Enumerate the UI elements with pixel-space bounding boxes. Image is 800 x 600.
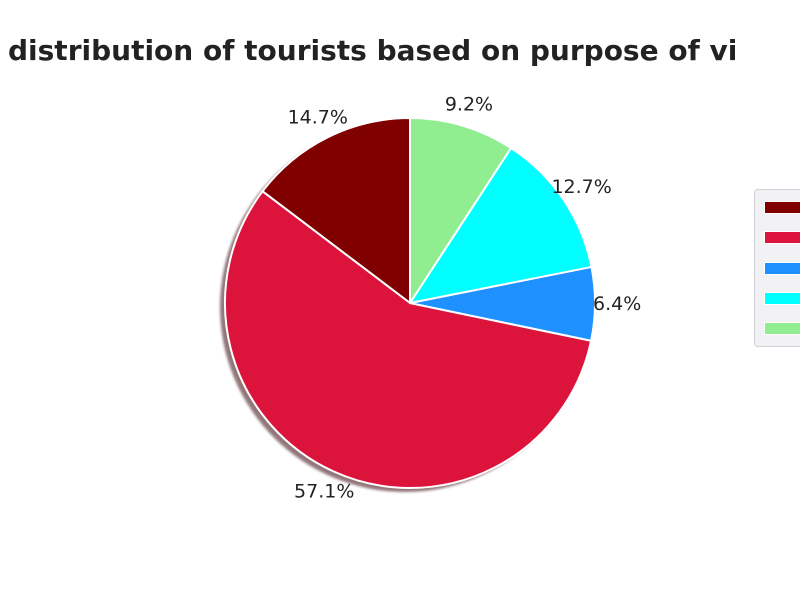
slice-percent-label: 9.2% (445, 93, 493, 115)
slice-percent-label: 12.7% (551, 176, 611, 198)
slice-percent-label: 57.1% (294, 481, 354, 503)
slice-percent-label: 14.7% (288, 106, 348, 128)
legend-swatch (764, 291, 800, 305)
legend (754, 189, 800, 347)
pie-slice-5 (409, 117, 512, 304)
legend-swatch (764, 261, 800, 275)
legend-swatch (764, 201, 800, 214)
pie-slice-1 (261, 117, 411, 304)
legend-swatch (764, 231, 800, 245)
slice-percent-label: 6.4% (593, 293, 641, 315)
pie-slice-4 (409, 146, 593, 304)
legend-swatch (764, 322, 800, 336)
chart-title: distribution of tourists based on purpos… (8, 34, 738, 67)
pie-slice-2 (224, 190, 593, 489)
